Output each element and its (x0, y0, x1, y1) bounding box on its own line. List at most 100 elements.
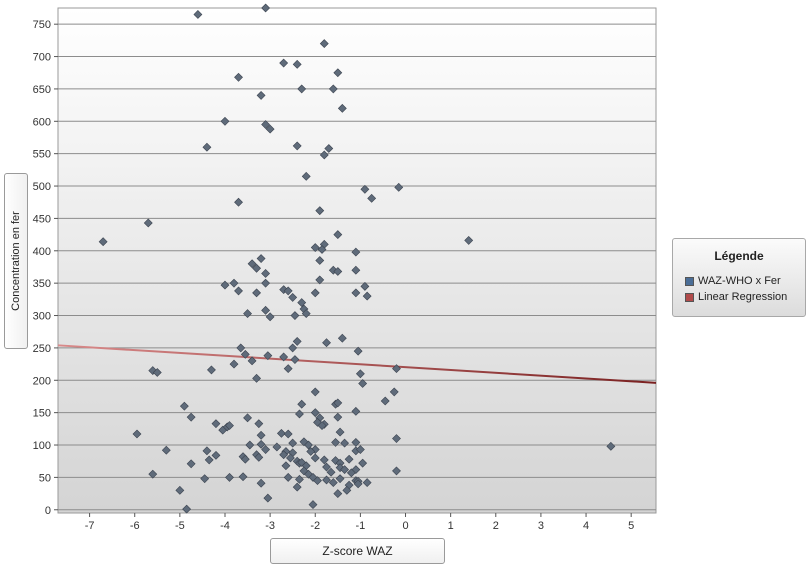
scatter-point (380, 396, 390, 406)
scatter-point (261, 3, 271, 13)
scatter-point (340, 465, 350, 475)
y-tick-label: 0 (45, 505, 51, 517)
scatter-point (254, 419, 264, 429)
scatter-point (392, 364, 401, 374)
scatter-point (295, 409, 304, 419)
scatter-point (204, 455, 214, 465)
scatter-point (322, 462, 331, 472)
scatter-point (367, 193, 377, 203)
scatter-point (310, 453, 320, 463)
scatter-point (179, 401, 189, 411)
scatter-point (256, 478, 266, 488)
scatter-point (292, 337, 302, 346)
scatter-point (333, 412, 343, 422)
scatter-point (353, 346, 363, 356)
scatter-point (236, 343, 246, 353)
scatter-point (326, 467, 336, 477)
scatter-point (304, 440, 313, 450)
scatter-point (148, 469, 158, 479)
scatter-point (276, 428, 286, 438)
scatter-point (344, 454, 354, 464)
scatter-point (272, 442, 282, 452)
scatter-point (279, 352, 289, 362)
scatter-point (261, 445, 271, 454)
scatter-point (202, 446, 212, 456)
y-tick-label: 450 (33, 213, 51, 225)
scatter-point (220, 280, 230, 290)
y-tick-label: 100 (33, 440, 51, 452)
x-axis-title-box: Z-score WAZ (270, 538, 445, 564)
scatter-point (225, 472, 234, 482)
x-tick-label: -4 (220, 520, 230, 532)
y-tick-label: 550 (33, 149, 51, 161)
x-tick-label: -2 (310, 520, 320, 532)
scatter-point (243, 413, 252, 423)
scatter-point (389, 387, 399, 397)
legend-label-scatter: WAZ-WHO x Fer (698, 275, 781, 287)
legend-item-regression: Linear Regression (685, 291, 787, 303)
scatter-point (301, 309, 311, 319)
scatter-point (152, 368, 162, 377)
scatter-point (337, 333, 347, 343)
scatter-point (297, 84, 307, 94)
scatter-point (288, 438, 298, 448)
scatter-point (328, 84, 338, 94)
scatter-point (333, 230, 343, 240)
x-tick-label: 5 (628, 520, 634, 532)
scatter-point (234, 72, 243, 82)
scatter-point (335, 474, 345, 484)
scatter-point (261, 269, 271, 278)
y-tick-label: 250 (33, 343, 51, 355)
x-axis-title: Z-score WAZ (322, 544, 393, 558)
scatter-point (234, 286, 243, 296)
scatter-point (342, 485, 352, 495)
y-tick-label: 700 (33, 52, 51, 64)
scatter-point (193, 10, 203, 19)
scatter-point (263, 493, 273, 503)
scatter-point (186, 412, 196, 422)
y-tick-label: 500 (33, 181, 51, 193)
scatter-point (358, 379, 368, 388)
scatter-point (322, 475, 331, 485)
scatter-point (292, 141, 302, 151)
scatter-point (351, 406, 361, 416)
scatter-point (252, 373, 262, 383)
scatter-point (247, 356, 257, 366)
scatter-point (283, 286, 293, 296)
scatter-point (333, 398, 343, 408)
scatter-point (161, 445, 171, 455)
scatter-point (229, 359, 239, 369)
scatter-point (606, 441, 616, 451)
legend-swatch-regression (685, 292, 694, 302)
scatter-point (265, 312, 275, 322)
scatter-point (132, 429, 142, 439)
scatter-point (351, 247, 361, 257)
scatter-point (392, 434, 401, 443)
scatter-point (315, 275, 325, 285)
scatter-point (290, 311, 300, 320)
scatter-point (283, 429, 293, 439)
scatter-point (281, 461, 291, 471)
scatter-point (355, 369, 365, 379)
scatter-point (317, 421, 327, 431)
scatter-point (292, 59, 302, 69)
scatter-point (355, 445, 365, 454)
scatter-point (297, 298, 307, 308)
x-tick-label: 4 (583, 520, 589, 532)
scatter-point (247, 259, 257, 269)
y-tick-label: 50 (39, 472, 51, 484)
x-tick-label: -6 (130, 520, 140, 532)
scatter-point (308, 500, 318, 510)
x-tick-label: -3 (265, 520, 275, 532)
x-tick-label: -1 (355, 520, 365, 532)
scatter-point (335, 427, 345, 437)
scatter-point (292, 482, 302, 492)
scatter-point (207, 365, 216, 375)
regression-line (57, 344, 657, 384)
scatter-point (211, 419, 221, 429)
scatter-point (254, 452, 264, 462)
x-tick-label: 2 (493, 520, 499, 532)
scatter-point (394, 182, 404, 192)
scatter-point (283, 472, 293, 482)
